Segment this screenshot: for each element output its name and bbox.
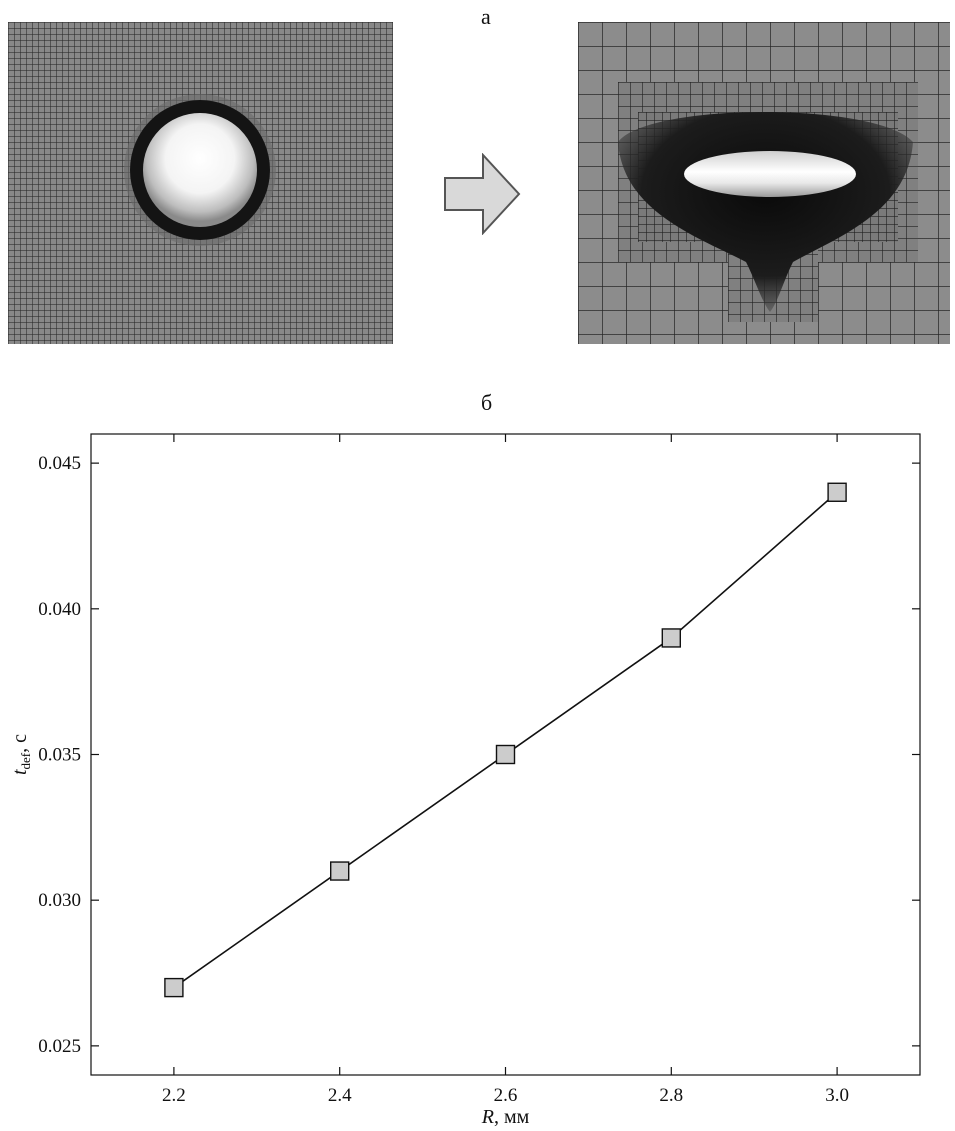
x-tick-label: 2.6 xyxy=(494,1085,518,1106)
simulation-initial-image xyxy=(8,22,393,344)
x-axis-label: R, мм xyxy=(481,1106,530,1128)
series-line xyxy=(173,491,838,989)
y-tick-label: 0.030 xyxy=(38,890,81,911)
data-point xyxy=(495,744,516,765)
y-tick-label: 0.045 xyxy=(38,453,81,474)
x-tick-label: 2.4 xyxy=(328,1085,352,1106)
panel-label-a: а xyxy=(481,4,491,29)
data-point xyxy=(661,628,681,648)
data-point xyxy=(164,977,184,998)
y-tick-label: 0.025 xyxy=(38,1036,81,1057)
x-tick-label: 3.0 xyxy=(825,1085,849,1106)
data-point xyxy=(827,482,847,502)
simulation-deformed-image xyxy=(578,22,950,344)
y-tick-label: 0.040 xyxy=(38,599,81,620)
deformation-time-chart: 2.2 2.4 2.6 2.8 3.0 0.025 0.030 0.035 0.040 0.045… xyxy=(9,433,921,1128)
x-tick-label: 2.2 xyxy=(162,1085,186,1106)
y-axis-label: tdef, с xyxy=(9,734,33,775)
data-point xyxy=(330,861,350,881)
right-arrow-icon xyxy=(444,153,521,235)
x-tick-label: 2.8 xyxy=(659,1085,683,1106)
y-tick-label: 0.035 xyxy=(38,745,81,766)
panel-label-b: б xyxy=(481,390,493,415)
